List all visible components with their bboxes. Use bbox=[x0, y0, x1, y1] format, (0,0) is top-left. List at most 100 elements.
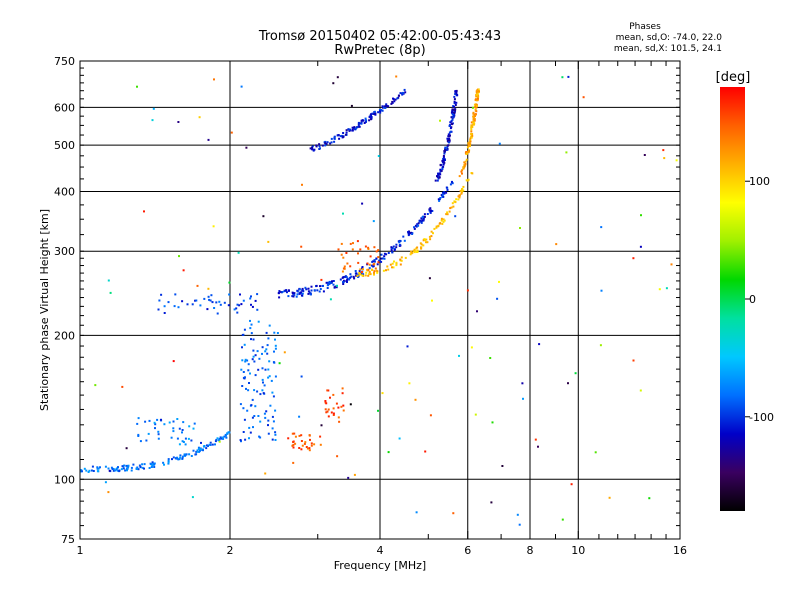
data-point bbox=[259, 420, 262, 423]
data-point bbox=[675, 159, 678, 162]
data-point bbox=[151, 464, 154, 467]
data-point bbox=[213, 78, 215, 81]
data-point bbox=[411, 233, 414, 235]
data-point bbox=[243, 377, 246, 380]
data-point bbox=[137, 435, 140, 437]
data-point bbox=[386, 265, 389, 268]
data-point bbox=[190, 455, 193, 457]
data-point bbox=[319, 288, 322, 290]
data-point bbox=[357, 275, 360, 278]
data-point bbox=[383, 255, 386, 258]
data-point bbox=[400, 259, 403, 262]
data-point bbox=[442, 160, 445, 163]
y-tick-label: 300 bbox=[54, 245, 75, 258]
data-point bbox=[249, 431, 252, 434]
data-point bbox=[477, 94, 480, 97]
data-point bbox=[448, 139, 451, 142]
data-point bbox=[474, 413, 477, 416]
data-point bbox=[336, 134, 339, 137]
data-point bbox=[240, 368, 243, 371]
data-point bbox=[349, 265, 352, 268]
data-point bbox=[594, 451, 597, 454]
data-point bbox=[444, 147, 447, 150]
data-point bbox=[422, 217, 425, 220]
data-point bbox=[574, 372, 577, 375]
data-point bbox=[207, 445, 209, 447]
data-point bbox=[178, 255, 180, 258]
data-point bbox=[174, 457, 177, 460]
data-point bbox=[437, 175, 440, 178]
x-tick-label: 4 bbox=[377, 544, 384, 557]
data-point bbox=[329, 396, 331, 399]
data-point bbox=[433, 227, 436, 230]
data-point bbox=[96, 467, 99, 470]
data-point bbox=[172, 430, 175, 433]
data-point bbox=[373, 271, 375, 274]
data-point bbox=[451, 111, 454, 113]
data-point bbox=[475, 91, 478, 94]
data-point bbox=[457, 195, 460, 198]
data-point bbox=[316, 289, 319, 292]
data-point bbox=[454, 201, 457, 203]
data-point bbox=[309, 147, 312, 150]
data-point bbox=[360, 122, 363, 125]
data-point bbox=[461, 169, 464, 172]
data-point bbox=[439, 119, 441, 122]
data-point bbox=[258, 357, 261, 360]
data-point bbox=[209, 441, 212, 444]
data-point bbox=[372, 263, 375, 266]
data-point bbox=[498, 280, 500, 283]
data-point bbox=[443, 152, 446, 155]
data-point bbox=[327, 415, 330, 418]
data-point bbox=[398, 243, 401, 246]
data-point bbox=[383, 106, 385, 109]
data-point bbox=[264, 368, 267, 371]
data-point bbox=[449, 134, 451, 137]
data-point bbox=[600, 226, 603, 229]
data-point bbox=[264, 350, 267, 353]
data-point bbox=[197, 448, 200, 451]
data-point bbox=[264, 472, 267, 475]
data-point bbox=[173, 305, 176, 308]
data-point bbox=[318, 290, 321, 293]
data-point bbox=[372, 220, 375, 223]
data-point bbox=[270, 379, 273, 382]
data-point bbox=[453, 102, 456, 105]
data-point bbox=[534, 438, 537, 441]
data-point bbox=[399, 258, 402, 261]
data-point bbox=[452, 512, 455, 515]
data-point bbox=[370, 113, 373, 116]
data-point bbox=[369, 273, 372, 276]
data-point bbox=[446, 188, 449, 191]
data-point bbox=[243, 328, 246, 331]
data-point bbox=[307, 290, 310, 293]
data-point bbox=[359, 268, 362, 271]
data-point bbox=[429, 209, 432, 212]
data-point bbox=[408, 233, 411, 236]
data-point bbox=[346, 262, 349, 265]
data-point bbox=[332, 414, 335, 416]
data-point bbox=[354, 127, 357, 130]
data-point bbox=[522, 397, 524, 400]
data-point bbox=[203, 297, 206, 300]
data-point bbox=[363, 122, 366, 124]
data-point bbox=[148, 467, 151, 469]
data-point bbox=[244, 360, 247, 363]
data-point bbox=[398, 437, 401, 440]
data-point bbox=[442, 195, 445, 198]
data-point bbox=[403, 239, 406, 242]
data-point bbox=[449, 121, 452, 124]
data-point bbox=[392, 266, 395, 269]
data-point bbox=[195, 450, 198, 453]
data-point bbox=[117, 466, 119, 469]
data-point bbox=[470, 130, 473, 133]
data-point bbox=[216, 312, 219, 315]
data-point bbox=[125, 464, 128, 467]
data-point bbox=[215, 438, 218, 441]
data-point bbox=[469, 143, 472, 146]
data-point bbox=[256, 390, 259, 393]
data-point bbox=[451, 123, 453, 126]
data-point bbox=[465, 151, 468, 153]
data-point bbox=[94, 384, 97, 387]
data-point bbox=[472, 117, 475, 120]
